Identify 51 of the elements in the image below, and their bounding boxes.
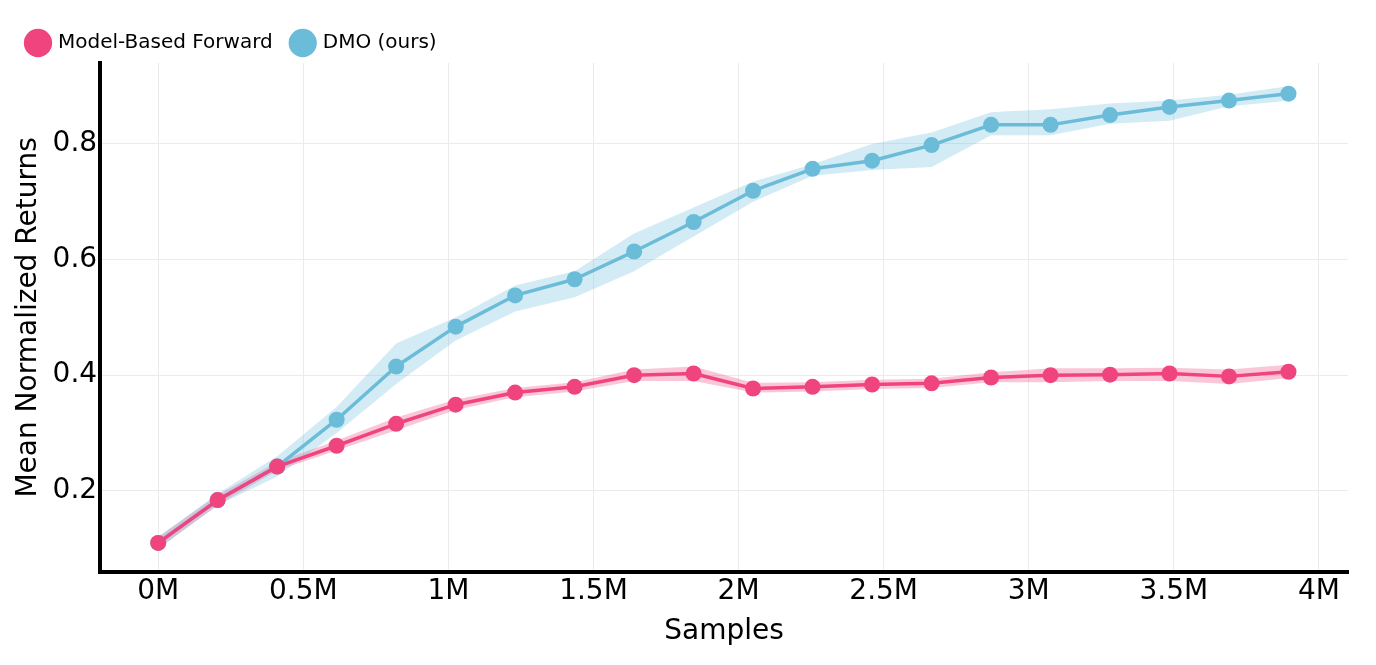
point xyxy=(983,369,1000,386)
point xyxy=(923,375,940,392)
y-tick-label: 0.2 xyxy=(52,472,98,506)
x-tick-label: 1M xyxy=(427,572,470,606)
point xyxy=(1102,366,1119,383)
point xyxy=(507,384,524,401)
point xyxy=(507,287,524,304)
x-tick-label: 2.5M xyxy=(849,572,919,606)
x-tick-label: 3M xyxy=(1007,572,1050,606)
point xyxy=(1161,98,1178,115)
point xyxy=(328,411,345,428)
point xyxy=(1280,85,1297,102)
point xyxy=(1161,365,1178,382)
point xyxy=(983,116,1000,133)
point xyxy=(566,378,583,395)
y-tick-label: 0.8 xyxy=(52,125,98,159)
point xyxy=(745,182,762,199)
point xyxy=(864,152,881,169)
point xyxy=(626,243,643,260)
legend-label: Model-Based Forward xyxy=(58,29,273,54)
x-tick-label: 0.5M xyxy=(268,572,338,606)
y-tick-label: 0.6 xyxy=(52,240,98,274)
x-axis-title: Samples xyxy=(664,613,784,647)
x-tick-label: 3.5M xyxy=(1139,572,1209,606)
point xyxy=(388,415,405,432)
x-tick-label: 2M xyxy=(717,572,760,606)
point xyxy=(566,271,583,288)
point xyxy=(685,365,702,382)
point xyxy=(1102,107,1119,124)
point xyxy=(864,376,881,393)
point xyxy=(1221,92,1238,109)
point xyxy=(1042,116,1059,133)
y-tick-label: 0.4 xyxy=(52,356,98,390)
point xyxy=(1280,363,1297,380)
x-tick-label: 4M xyxy=(1297,572,1340,606)
point xyxy=(685,214,702,230)
point xyxy=(923,137,940,154)
point xyxy=(745,380,762,397)
y-axis-title: Mean Normalized Returns xyxy=(10,137,44,498)
point xyxy=(804,160,821,177)
x-tick-label: 0M xyxy=(137,572,180,606)
point xyxy=(388,358,405,375)
point xyxy=(804,378,821,395)
point xyxy=(1042,367,1059,384)
point xyxy=(1221,368,1238,385)
point xyxy=(447,318,464,335)
point xyxy=(328,437,345,454)
legend-label: DMO (ours) xyxy=(322,29,437,54)
point xyxy=(626,367,643,384)
point xyxy=(447,396,464,413)
x-tick-label: 1.5M xyxy=(559,572,628,606)
